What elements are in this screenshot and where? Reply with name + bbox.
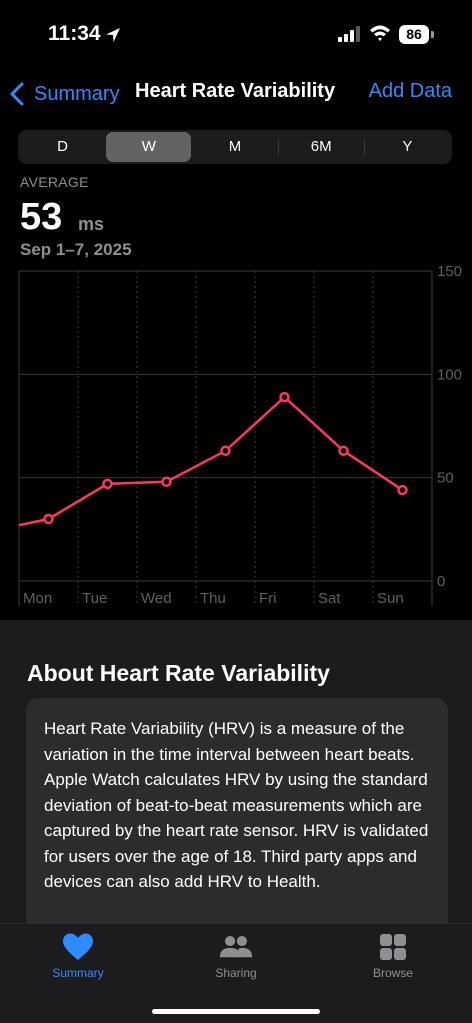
hrv-data-point xyxy=(161,476,172,488)
wifi-icon xyxy=(370,25,390,41)
battery-indicator: 86 xyxy=(399,25,429,44)
hrv-data-point xyxy=(220,445,231,457)
x-tick-label: Mon xyxy=(23,590,52,607)
average-unit: ms xyxy=(78,214,105,234)
home-indicator xyxy=(152,1009,320,1014)
hrv-line-chart[interactable]: 150 100 50 0 Mon Tue Wed Thu Fri Sat Sun xyxy=(0,266,472,616)
time-range-segmented-control: D W M 6M Y xyxy=(18,130,452,164)
back-button[interactable]: Summary xyxy=(8,78,120,110)
page-title: Heart Rate Variability xyxy=(135,80,336,102)
x-tick-label: Sat xyxy=(318,590,341,607)
tab-summary[interactable]: Summary xyxy=(28,932,128,980)
x-tick-label: Wed xyxy=(141,590,172,607)
tab-browse[interactable]: Browse xyxy=(343,932,443,980)
hrv-data-point xyxy=(43,513,54,525)
chart-section: D W M 6M Y AVERAGE 53 ms Sep 1–7, 2025 1… xyxy=(0,118,472,620)
x-tick-label: Thu xyxy=(200,590,226,607)
y-tick-label: 50 xyxy=(437,470,454,487)
tab-summary-label: Summary xyxy=(52,966,104,980)
segment-divider xyxy=(277,139,279,155)
people-icon xyxy=(219,935,253,958)
segment-divider xyxy=(363,139,365,155)
segment-year[interactable]: Y xyxy=(402,138,413,155)
tab-browse-label: Browse xyxy=(372,966,413,980)
y-tick-label: 0 xyxy=(437,573,445,590)
status-time: 11:34 xyxy=(48,22,101,45)
back-button-label: Summary xyxy=(34,82,120,105)
average-value: 53 xyxy=(20,196,63,238)
battery-cap xyxy=(431,31,434,38)
add-data-button[interactable]: Add Data xyxy=(368,80,452,102)
segment-month[interactable]: M xyxy=(228,138,242,155)
hrv-data-point xyxy=(279,391,290,403)
grid-icon xyxy=(380,934,406,960)
x-tick-label: Sun xyxy=(377,590,404,607)
segment-day[interactable]: D xyxy=(57,138,69,155)
segment-six-months[interactable]: 6M xyxy=(310,138,332,155)
average-label: AVERAGE xyxy=(20,174,89,190)
tab-sharing-label: Sharing xyxy=(215,966,257,980)
y-tick-label: 100 xyxy=(437,366,462,383)
about-section: About Heart Rate Variability Heart Rate … xyxy=(0,620,472,938)
cellular-signal-icon xyxy=(338,26,360,42)
tab-bar: Summary Sharing Browse xyxy=(0,923,472,1023)
about-body: Heart Rate Variability (HRV) is a measur… xyxy=(44,719,429,891)
hrv-data-point xyxy=(397,484,408,496)
tab-sharing[interactable]: Sharing xyxy=(186,932,286,980)
x-tick-label: Tue xyxy=(82,590,107,607)
chevron-left-icon xyxy=(10,82,24,106)
location-arrow-icon xyxy=(106,28,120,42)
y-tick-label: 150 xyxy=(437,266,462,280)
status-bar: 11:34 86 xyxy=(0,0,472,70)
about-title: About Heart Rate Variability xyxy=(27,660,330,686)
hrv-data-point xyxy=(338,445,349,457)
hrv-data-point xyxy=(102,478,113,490)
hrv-series-line xyxy=(18,395,404,527)
about-card: Heart Rate Variability (HRV) is a measur… xyxy=(26,698,448,938)
x-tick-label: Fri xyxy=(259,590,277,607)
segment-week[interactable]: W xyxy=(106,132,192,162)
navigation-bar: Summary Heart Rate Variability Add Data xyxy=(0,70,472,118)
date-range: Sep 1–7, 2025 xyxy=(20,240,132,259)
heart-icon xyxy=(63,933,93,960)
